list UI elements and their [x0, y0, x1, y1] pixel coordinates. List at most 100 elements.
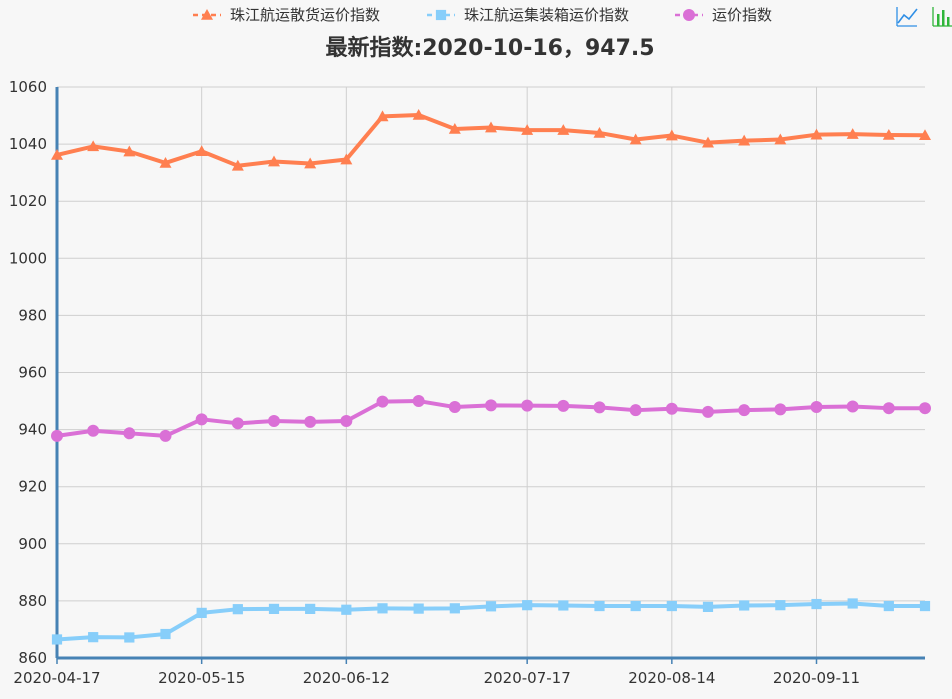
series-group: [51, 108, 931, 645]
data-point: [774, 133, 787, 145]
y-tick-label: 1020: [9, 192, 47, 210]
data-point: [231, 159, 244, 171]
data-point: [811, 598, 822, 610]
data-point: [521, 399, 534, 412]
data-point: [160, 628, 171, 640]
x-tick-label: 2020-04-17: [13, 669, 100, 687]
y-tick-label: 1040: [9, 135, 47, 153]
data-point: [268, 603, 280, 614]
data-point: [593, 401, 606, 414]
data-point: [882, 128, 895, 140]
data-point: [846, 400, 859, 413]
y-tick-label: 900: [18, 535, 47, 553]
data-point: [124, 632, 135, 643]
data-point: [846, 128, 859, 139]
legend-item[interactable]: 运价指数: [675, 6, 772, 24]
data-point: [666, 600, 677, 612]
data-point: [268, 155, 280, 167]
data-point: [665, 402, 678, 415]
legend-label: 珠江航运集装箱运价指数: [464, 6, 629, 24]
legend-item[interactable]: 珠江航运散货运价指数: [193, 6, 380, 24]
data-point: [376, 395, 389, 408]
data-point: [51, 429, 63, 442]
data-point: [485, 121, 497, 133]
data-point: [557, 124, 570, 135]
data-point: [340, 415, 353, 428]
data-point: [702, 601, 714, 612]
legend[interactable]: 珠江航运散货运价指数 珠江航运集装箱运价指数 运价指数: [193, 6, 772, 24]
data-point: [702, 136, 714, 148]
x-tick-label: 2020-05-15: [158, 669, 245, 687]
data-point: [304, 157, 317, 169]
data-point: [123, 427, 136, 440]
y-tick-label: 1000: [9, 249, 47, 267]
y-tick-label: 920: [18, 478, 47, 496]
data-point: [738, 404, 751, 417]
data-point: [702, 405, 714, 418]
bar-chart-icon[interactable]: [931, 5, 952, 29]
data-point: [413, 603, 424, 614]
data-point: [522, 600, 533, 611]
data-point: [919, 402, 931, 415]
data-point: [739, 600, 750, 611]
data-point: [738, 134, 751, 146]
data-point: [847, 598, 858, 609]
legend-label: 珠江航运散货运价指数: [230, 6, 380, 24]
data-point: [882, 402, 895, 415]
legend-marker: [201, 9, 213, 20]
data-point: [810, 401, 823, 414]
x-tick-label: 2020-08-14: [628, 669, 715, 687]
data-point: [883, 600, 894, 612]
data-point: [159, 156, 172, 168]
data-point: [629, 404, 642, 417]
data-point: [123, 145, 136, 157]
y-tick-label: 940: [18, 421, 47, 439]
y-tick-label: 1060: [9, 78, 47, 96]
data-point: [232, 604, 243, 615]
data-point: [87, 140, 100, 152]
data-point: [593, 126, 606, 138]
y-tick-label: 960: [18, 364, 47, 382]
data-point: [448, 401, 461, 414]
x-tick-label: 2020-07-17: [484, 669, 571, 687]
data-point: [629, 133, 642, 145]
data-point: [304, 415, 317, 428]
data-point: [51, 634, 63, 645]
y-tick-label: 980: [18, 306, 47, 324]
data-point: [810, 128, 823, 140]
data-point: [88, 632, 99, 643]
data-point: [412, 108, 425, 120]
data-point: [341, 604, 352, 615]
data-point: [449, 603, 460, 614]
line-chart-icon[interactable]: [895, 5, 919, 29]
data-point: [774, 403, 787, 416]
data-point: [231, 417, 244, 430]
data-point: [919, 600, 931, 612]
legend-label: 运价指数: [712, 6, 772, 24]
data-point: [630, 600, 641, 612]
data-point: [196, 607, 207, 618]
data-point: [448, 122, 461, 134]
chart-title: 最新指数:2020-10-16，947.5: [325, 35, 654, 61]
toolbox: [895, 5, 952, 29]
data-point: [665, 129, 678, 141]
data-point: [377, 603, 388, 614]
data-point: [51, 148, 63, 160]
data-point: [195, 145, 208, 157]
x-tick-label: 2020-06-12: [303, 669, 390, 687]
legend-marker: [683, 9, 695, 21]
data-point: [87, 424, 100, 437]
data-point: [340, 153, 353, 165]
x-tick-label: 2020-09-11: [773, 669, 860, 687]
data-point: [159, 429, 172, 442]
legend-item[interactable]: 珠江航运集装箱运价指数: [427, 6, 629, 24]
data-point: [557, 399, 570, 412]
data-point: [521, 124, 534, 135]
y-tick-label: 880: [18, 592, 47, 610]
data-point: [775, 600, 786, 611]
data-point: [485, 601, 497, 612]
data-point: [268, 415, 280, 428]
data-point: [305, 603, 316, 614]
y-tick-label: 860: [18, 649, 47, 667]
data-point: [558, 600, 569, 611]
